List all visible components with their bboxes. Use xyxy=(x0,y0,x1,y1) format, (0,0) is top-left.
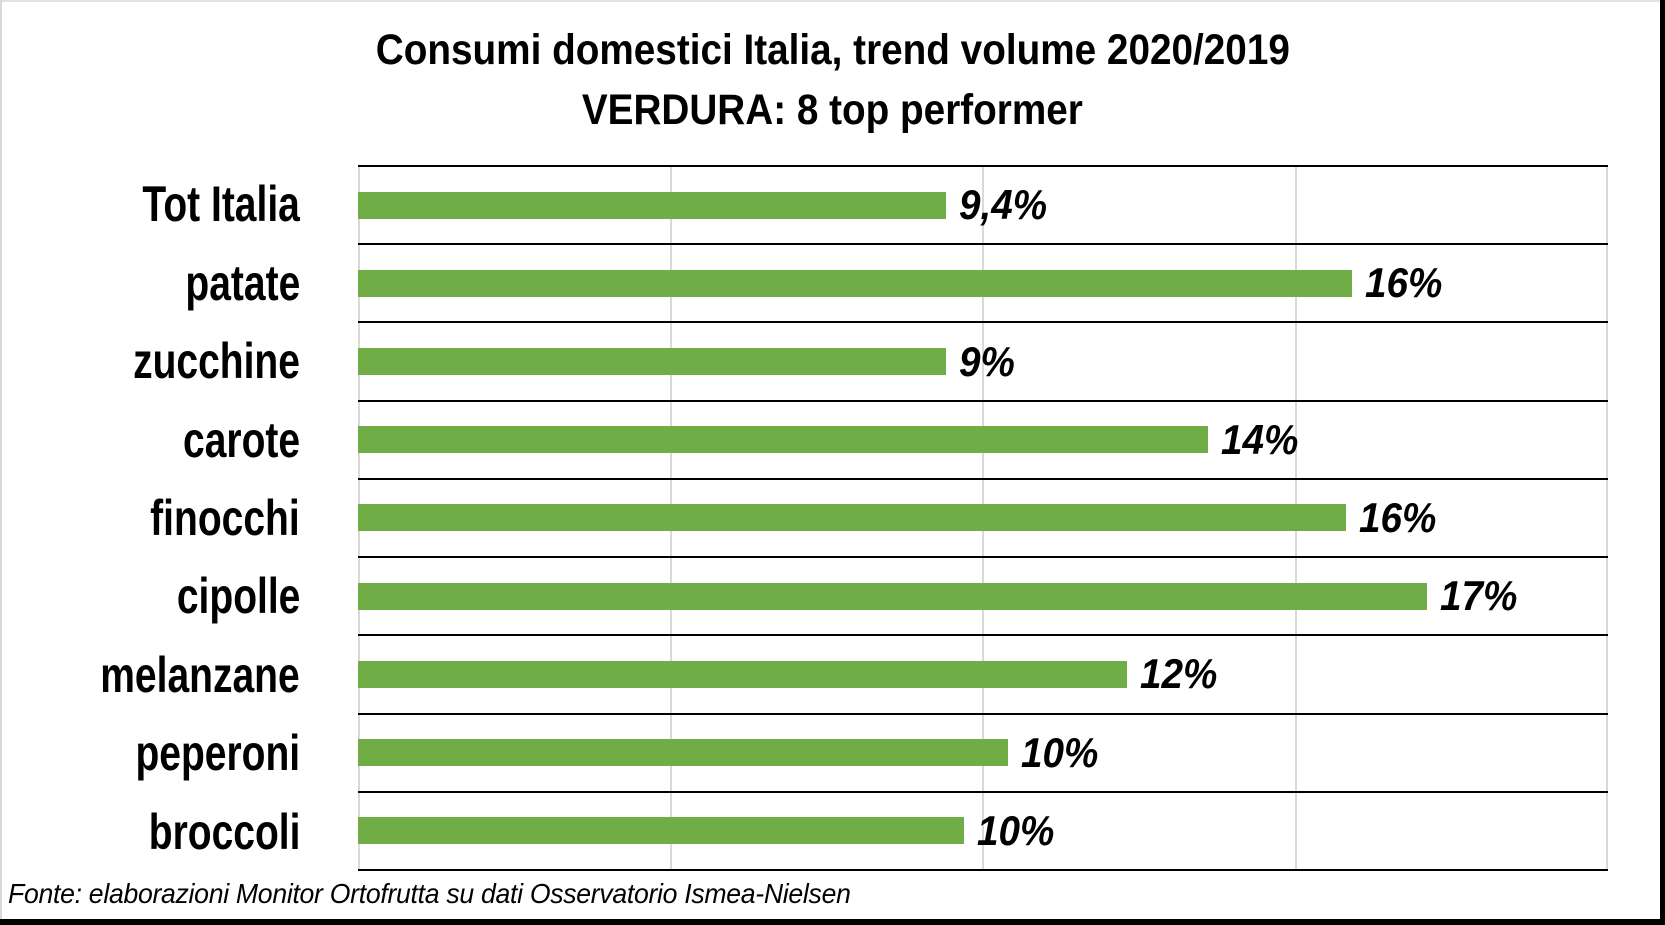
plot-area: 9,4% 16% 9% 14% 16% 17% 12% 10% 10% xyxy=(358,165,1608,871)
chart-title-line2: VERDURA: 8 top performer xyxy=(581,86,1083,134)
category-label: Tot Italia xyxy=(142,176,300,233)
category-label: zucchine xyxy=(133,333,300,390)
bar xyxy=(358,817,965,845)
bar-rows: 9,4% 16% 9% 14% 16% 17% 12% 10% 10% xyxy=(358,165,1608,869)
category-axis: Tot Italia patate zucchine carote finocchi ci… xyxy=(0,165,300,871)
bar xyxy=(358,739,1008,767)
bar xyxy=(358,348,946,376)
value-label: 16% xyxy=(1364,259,1443,307)
frame-border-bottom xyxy=(0,919,1665,925)
bar xyxy=(358,660,1127,688)
category-label: cipolle xyxy=(176,568,300,625)
frame-border-left xyxy=(0,0,2,925)
value-label: 10% xyxy=(1021,728,1099,776)
bar-row: 14% xyxy=(358,399,1608,478)
category-label: melanzane xyxy=(100,646,300,703)
value-label: 14% xyxy=(1221,415,1299,463)
bar-row: 9% xyxy=(358,321,1608,399)
value-label: 9,4% xyxy=(958,181,1047,229)
bar-row: 16% xyxy=(358,243,1608,321)
frame-border-right xyxy=(1660,0,1665,925)
bar-row: 12% xyxy=(358,634,1608,712)
value-label: 16% xyxy=(1358,493,1436,541)
bar-row: 10% xyxy=(358,712,1608,791)
chart-title-line1: Consumi domestici Italia, trend volume 2… xyxy=(375,26,1290,74)
bar xyxy=(358,191,946,219)
value-label: 17% xyxy=(1439,572,1518,620)
category-label: patate xyxy=(185,254,300,311)
category-label: carote xyxy=(182,411,300,468)
category-label: broccoli xyxy=(148,803,300,860)
bar xyxy=(358,269,1352,297)
value-label: 10% xyxy=(977,806,1055,854)
bar-row: 10% xyxy=(358,790,1608,869)
bar-row: 16% xyxy=(358,477,1608,556)
category-label: peperoni xyxy=(135,725,300,782)
source-note: Fonte: elaborazioni Monitor Ortofrutta s… xyxy=(8,878,851,909)
bar-row: 9,4% xyxy=(358,165,1608,243)
value-label: 12% xyxy=(1139,650,1218,698)
bar xyxy=(358,582,1427,610)
bar xyxy=(358,426,1208,454)
value-label: 9% xyxy=(958,337,1015,385)
bar-row: 17% xyxy=(358,556,1608,634)
gridline-20pct xyxy=(1606,165,1608,869)
category-label: finocchi xyxy=(150,489,300,546)
bar xyxy=(358,504,1346,532)
frame-border-top xyxy=(0,0,1665,2)
chart-title: Consumi domestici Italia, trend volume 2… xyxy=(0,20,1665,140)
